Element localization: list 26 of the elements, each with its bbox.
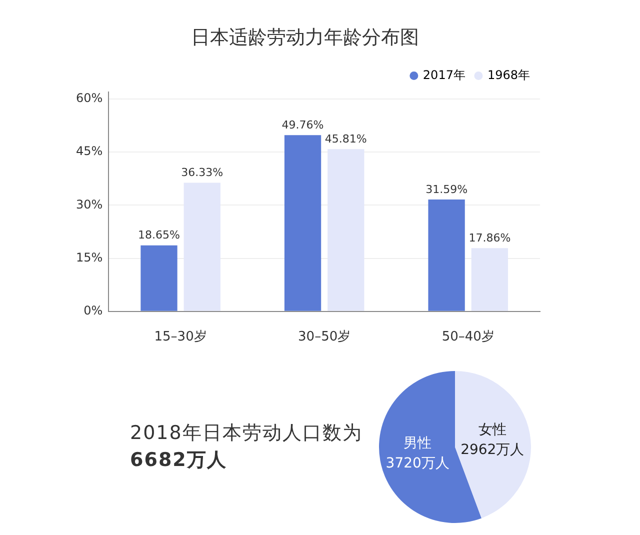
x-tick-label: 50–40岁 [442,330,494,345]
y-tick-label: 60% [76,91,103,106]
x-tick-label: 30–50岁 [298,330,351,345]
legend-label: 1968年 [487,68,530,82]
data-label: 2962万人 [460,442,524,458]
bar [140,245,178,311]
text: 6682万人 [130,448,228,473]
data-label: 18.65% [138,228,180,242]
data-label: 36.33% [181,166,224,180]
data-label: 3720万人 [386,455,450,472]
data-label: 49.76% [282,118,324,132]
data-label: 17.86% [468,232,511,244]
y-tick-label: 15% [76,250,103,264]
legend-label: 2017年 [422,68,466,82]
y-tick-label: 45% [76,144,103,158]
y-tick-label: 30% [76,197,103,212]
bar [284,135,322,311]
text: 2018年日本劳动人口数为 [130,421,362,446]
bar [428,200,465,311]
slice-label: 男性 [404,435,432,452]
chart-title: 日本适龄劳动力年龄分布图 [191,26,419,48]
data-label: 31.59% [426,182,468,196]
y-tick-label: 0% [84,304,103,318]
data-label: 45.81% [324,132,367,146]
x-tick-label: 15–30岁 [154,330,207,345]
slice-label: 女性 [478,422,506,438]
